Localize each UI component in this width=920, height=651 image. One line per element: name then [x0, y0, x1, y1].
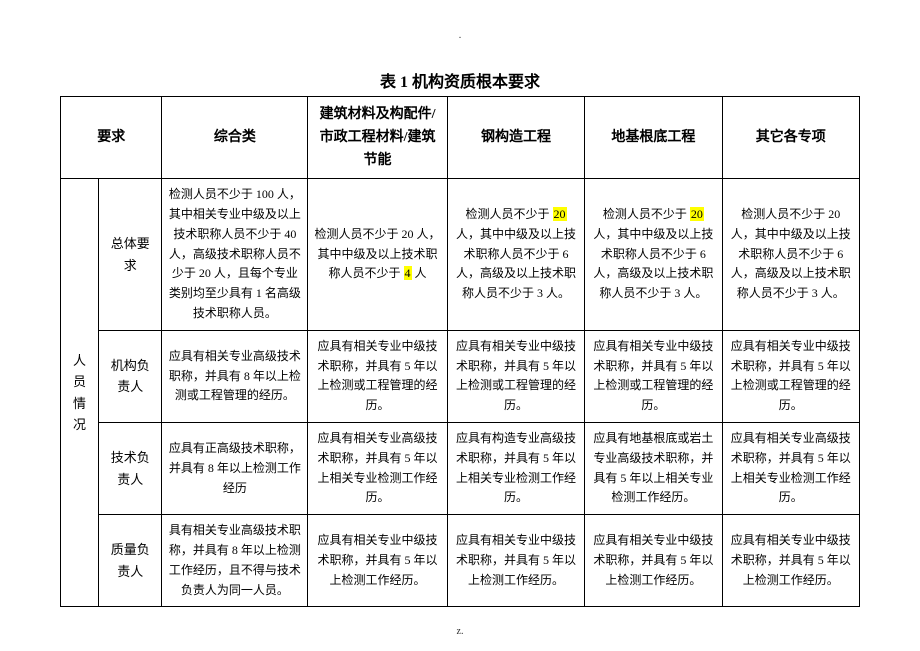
row-label: 总体要求 [99, 179, 162, 331]
row-label: 机构负责人 [99, 330, 162, 422]
cell-text: 检测人员不少于 [465, 207, 552, 221]
cell: 检测人员不少于 20 人，其中中级及以上技术职称人员不少于 4 人 [308, 179, 448, 331]
table-row: 机构负责人 应具有相关专业高级技术职称，并具有 8 年以上检测或工程管理的经历。… [61, 330, 860, 422]
document-page: . 表 1 机构资质根本要求 要求 综合类 建筑材料及构配件/市政工程材料/建筑… [0, 0, 920, 651]
cell: 应具有相关专业中级技术职称，并具有 5 年以上检测或工程管理的经历。 [308, 330, 448, 422]
cell: 应具有构造专业高级技术职称，并具有 5 年以上相关专业检测工作经历。 [447, 423, 584, 515]
qualification-table: 要求 综合类 建筑材料及构配件/市政工程材料/建筑节能 钢构造工程 地基根底工程… [60, 96, 860, 607]
page-footer-mark: z. [457, 626, 464, 637]
cell: 检测人员不少于 20 人，其中中级及以上技术职称人员不少于 6 人，高级及以上技… [722, 179, 859, 331]
cell: 应具有相关专业中级技术职称，并具有 5 年以上检测或工程管理的经历。 [585, 330, 722, 422]
cell: 应具有地基根底或岩土专业高级技术职称，并具有 5 年以上相关专业检测工作经历。 [585, 423, 722, 515]
table-row: 人员情况 总体要求 检测人员不少于 100 人，其中相关专业中级及以上技术职称人… [61, 179, 860, 331]
header-diji: 地基根底工程 [585, 97, 722, 179]
cell: 应具有正高级技术职称，并具有 8 年以上检测工作经历 [162, 423, 308, 515]
table-row: 技术负责人 应具有正高级技术职称，并具有 8 年以上检测工作经历 应具有相关专业… [61, 423, 860, 515]
cell: 应具有相关专业高级技术职称，并具有 8 年以上检测或工程管理的经历。 [162, 330, 308, 422]
cell: 应具有相关专业中级技术职称，并具有 5 年以上检测工作经历。 [447, 515, 584, 607]
table-row: 质量负责人 具有相关专业高级技术职称，并具有 8 年以上检测工作经历，且不得与技… [61, 515, 860, 607]
cell: 应具有相关专业中级技术职称，并具有 5 年以上检测工作经历。 [585, 515, 722, 607]
header-zonghe: 综合类 [162, 97, 308, 179]
cell-text: 人，其中中级及以上技术职称人员不少于 6 人，高级及以上技术职称人员不少于 3 … [456, 227, 576, 300]
cell: 应具有相关专业中级技术职称，并具有 5 年以上检测工作经历。 [308, 515, 448, 607]
cell: 应具有相关专业中级技术职称，并具有 5 年以上检测或工程管理的经历。 [447, 330, 584, 422]
cell: 应具有相关专业高级技术职称，并具有 5 年以上相关专业检测工作经历。 [308, 423, 448, 515]
header-qita: 其它各专项 [722, 97, 859, 179]
cell: 应具有相关专业高级技术职称，并具有 5 年以上相关专业检测工作经历。 [722, 423, 859, 515]
cell: 检测人员不少于 20 人，其中中级及以上技术职称人员不少于 6 人，高级及以上技… [447, 179, 584, 331]
header-jianzhu: 建筑材料及构配件/市政工程材料/建筑节能 [308, 97, 448, 179]
cell-text: 人，其中中级及以上技术职称人员不少于 6 人，高级及以上技术职称人员不少于 3 … [593, 227, 713, 300]
table-title: 表 1 机构资质根本要求 [60, 68, 860, 92]
table-header-row: 要求 综合类 建筑材料及构配件/市政工程材料/建筑节能 钢构造工程 地基根底工程… [61, 97, 860, 179]
cell: 应具有相关专业中级技术职称，并具有 5 年以上检测或工程管理的经历。 [722, 330, 859, 422]
row-group-label: 人员情况 [61, 179, 99, 607]
header-gang: 钢构造工程 [447, 97, 584, 179]
cell: 检测人员不少于 100 人，其中相关专业中级及以上技术职称人员不少于 40 人，… [162, 179, 308, 331]
row-label: 质量负责人 [99, 515, 162, 607]
highlight: 4 [404, 266, 412, 280]
page-header-dot: . [459, 30, 462, 41]
cell: 检测人员不少于 20 人，其中中级及以上技术职称人员不少于 6 人，高级及以上技… [585, 179, 722, 331]
cell: 具有相关专业高级技术职称，并具有 8 年以上检测工作经历，且不得与技术负责人为同… [162, 515, 308, 607]
cell-text: 人 [412, 266, 427, 280]
highlight: 20 [690, 207, 704, 221]
cell-text: 检测人员不少于 [603, 207, 690, 221]
row-label: 技术负责人 [99, 423, 162, 515]
header-yaoqiu: 要求 [61, 97, 162, 179]
cell: 应具有相关专业中级技术职称，并具有 5 年以上检测工作经历。 [722, 515, 859, 607]
highlight: 20 [553, 207, 567, 221]
